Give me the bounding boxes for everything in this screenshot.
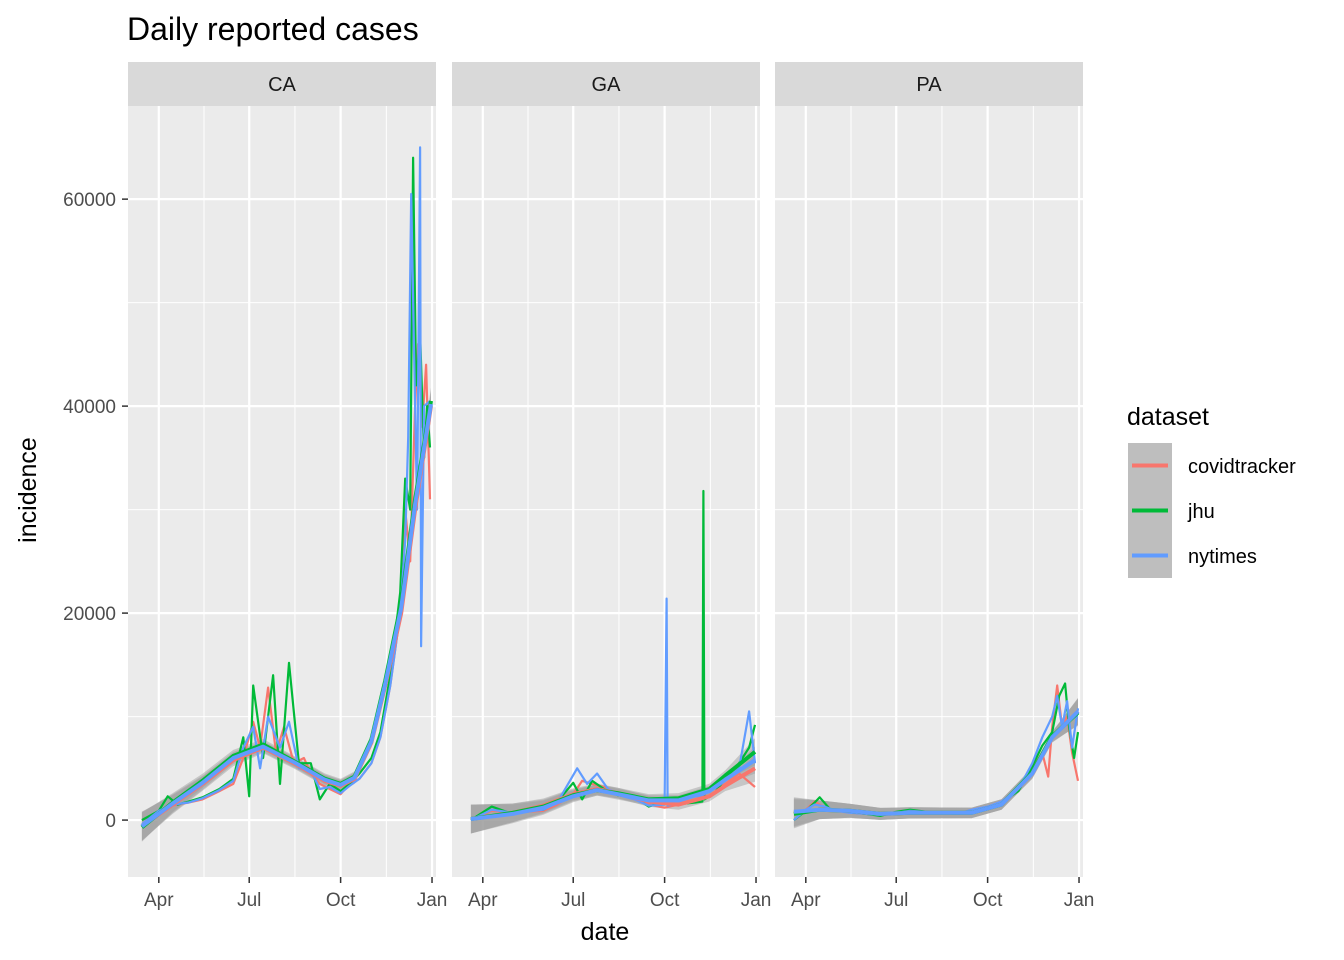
facet-label: CA <box>268 74 296 96</box>
x-axis-title: date <box>581 918 630 946</box>
facet-label: PA <box>916 74 942 96</box>
x-tick-label: Jul <box>237 890 261 911</box>
facet-label: GA <box>592 74 622 96</box>
series-line-nytimes <box>141 146 431 826</box>
y-axis-title: incidence <box>14 437 42 543</box>
y-tick-label: 60000 <box>63 190 116 211</box>
panel-background <box>452 106 760 877</box>
x-tick-label: Jan <box>417 890 448 911</box>
x-tick-label: Oct <box>650 890 680 911</box>
facet-strip <box>452 62 760 106</box>
legend: dataset covidtracker jhu nytimes <box>1127 403 1296 578</box>
legend-item-nytimes: nytimes <box>1128 533 1257 578</box>
x-tick-label: Jan <box>1064 890 1095 911</box>
legend-item-covidtracker: covidtracker <box>1128 443 1296 488</box>
facet-panel-ca: CA Apr Jul Oct Jan 0 20000 40000 60000 <box>63 62 447 911</box>
legend-label: jhu <box>1187 501 1215 523</box>
x-tick-label: Apr <box>468 890 498 911</box>
facet-panels: CA Apr Jul Oct Jan 0 20000 40000 60000 GA Apr Jul Oc… <box>63 62 1094 911</box>
x-tick-label: Oct <box>973 890 1003 911</box>
smooth-line-nytimes <box>140 403 433 828</box>
x-tick-label: Apr <box>791 890 821 911</box>
panel-background <box>775 106 1083 877</box>
facet-panel-ga: GA Apr Jul Oct Jan <box>452 62 771 911</box>
x-tick-label: Jan <box>741 890 772 911</box>
y-tick-label: 0 <box>105 811 116 832</box>
x-tick-label: Oct <box>326 890 356 911</box>
smooth-band-jhu <box>141 387 431 842</box>
facet-strip <box>775 62 1083 106</box>
legend-label: nytimes <box>1188 546 1257 568</box>
smooth-band-nytimes <box>793 698 1078 827</box>
smooth-band-nytimes <box>141 390 431 841</box>
x-tick-label: Jul <box>884 890 908 911</box>
legend-item-jhu: jhu <box>1128 488 1215 533</box>
chart-title: Daily reported cases <box>127 11 419 47</box>
legend-title: dataset <box>1127 403 1209 431</box>
panel-data <box>470 489 757 834</box>
smooth-line-nytimes <box>793 709 1080 816</box>
y-tick-label: 20000 <box>63 604 116 625</box>
legend-label: covidtracker <box>1188 456 1296 478</box>
smooth-line-nytimes <box>470 758 757 821</box>
panel-data <box>140 146 433 842</box>
facet-panel-pa: PA Apr Jul Oct Jan <box>775 62 1094 911</box>
smooth-band-covidtracker <box>793 698 1078 828</box>
y-tick-label: 40000 <box>63 397 116 418</box>
facet-strip <box>128 62 436 106</box>
x-tick-label: Apr <box>144 890 174 911</box>
panel-data <box>793 682 1080 829</box>
x-tick-label: Jul <box>561 890 585 911</box>
